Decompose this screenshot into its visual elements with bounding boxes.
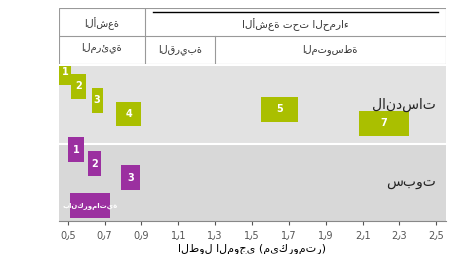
Bar	[88, 151, 101, 176]
Bar	[58, 144, 446, 221]
Bar	[359, 111, 409, 136]
Text: 7: 7	[380, 118, 387, 128]
Text: 2: 2	[76, 81, 82, 91]
Text: سبوت: سبوت	[387, 175, 436, 189]
Bar	[58, 66, 446, 144]
Bar	[72, 74, 86, 99]
Text: 3: 3	[127, 173, 134, 183]
Bar	[121, 165, 140, 190]
Text: 1: 1	[62, 67, 68, 77]
Text: الأشعة تحت الحمراء: الأشعة تحت الحمراء	[242, 18, 349, 31]
Bar	[261, 97, 298, 122]
Text: 4: 4	[125, 109, 132, 119]
Bar	[68, 137, 84, 162]
Text: 2: 2	[91, 159, 98, 169]
Bar	[70, 193, 110, 218]
Bar	[116, 102, 141, 126]
Text: 5: 5	[276, 104, 283, 114]
Text: 3: 3	[94, 95, 100, 105]
Text: المتوسطة: المتوسطة	[302, 44, 358, 55]
Bar	[58, 60, 72, 85]
Text: 1: 1	[72, 145, 79, 155]
X-axis label: الطول الموجي (ميكرومتر): الطول الموجي (ميكرومتر)	[178, 244, 326, 254]
Text: بانكروماتية: بانكروماتية	[62, 202, 117, 209]
Bar	[92, 88, 103, 113]
Text: لاندسات: لاندسات	[373, 98, 436, 112]
Text: القريبة: القريبة	[158, 44, 202, 55]
Text: الأشعة: الأشعة	[84, 17, 119, 30]
Text: المرئية: المرئية	[81, 42, 122, 53]
